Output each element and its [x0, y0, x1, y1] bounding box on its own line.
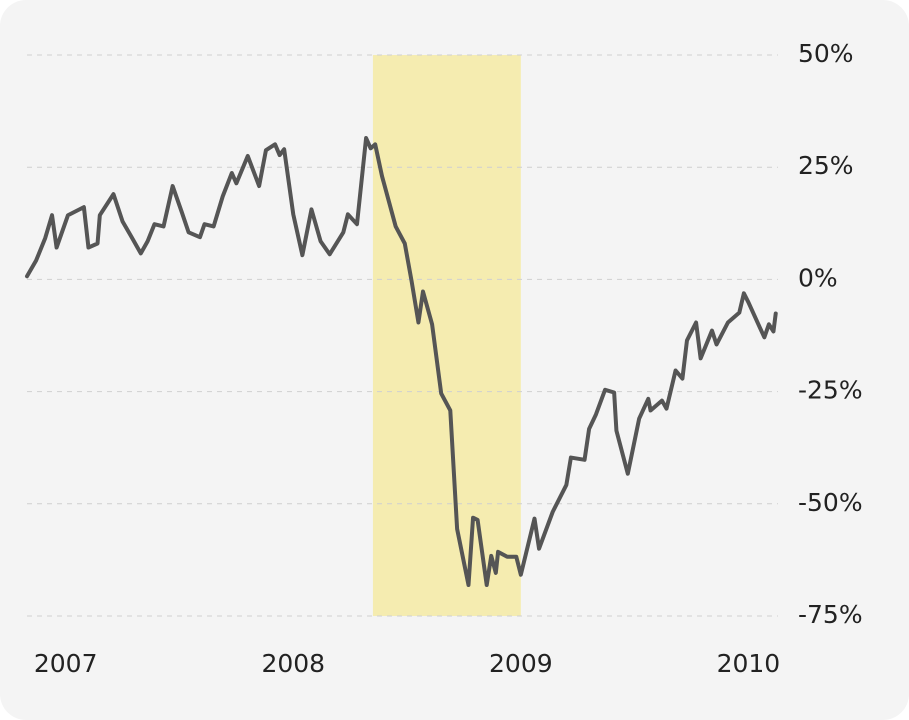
x-tick-label: 2010 — [717, 649, 781, 678]
x-tick-label: 2007 — [34, 649, 98, 678]
y-tick-label: -75% — [798, 600, 863, 629]
x-tick-label: 2009 — [489, 649, 553, 678]
line — [25, 136, 778, 588]
y-tick-label: -50% — [798, 488, 863, 517]
highlight-band — [372, 55, 521, 616]
y-tick-label: 50% — [798, 39, 854, 68]
y-tick-label: 25% — [798, 151, 854, 180]
y-tick-label: -25% — [798, 376, 863, 405]
y-tick-label: 0% — [798, 263, 838, 292]
x-tick-label: 2008 — [261, 649, 325, 678]
